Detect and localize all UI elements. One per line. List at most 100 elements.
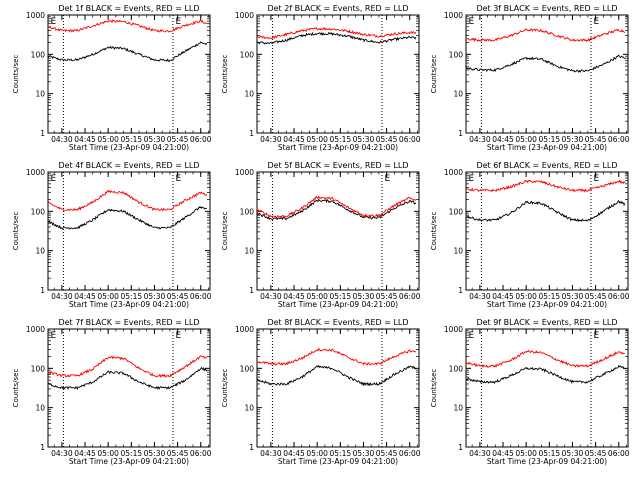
- x-tick-label: 06:00: [399, 135, 421, 144]
- plot-frame: [256, 328, 420, 448]
- x-tick-label: 05:00: [306, 449, 328, 458]
- y-axis-label: Counts/sec: [12, 55, 20, 94]
- x-tick-label: 05:45: [167, 449, 189, 458]
- plot-frame: [465, 171, 629, 291]
- y-tick-label: 1: [40, 286, 45, 295]
- series-lld-line: [257, 195, 417, 219]
- x-axis-label: Start Time (23-Apr-09 04:21:00): [487, 300, 607, 309]
- x-tick-label: 05:30: [562, 135, 584, 144]
- plot-frame: [465, 328, 629, 448]
- y-tick-label: 100: [449, 207, 464, 216]
- x-axis-label: Start Time (23-Apr-09 04:21:00): [278, 457, 398, 466]
- y-tick-label: 10: [35, 247, 45, 256]
- series-lld-line: [48, 19, 208, 33]
- panel-title: Det 4f BLACK = Events, RED = LLD: [58, 161, 199, 170]
- panel-6: Det 6f BLACK = Events, RED = LLD 1 10 100 10…: [430, 161, 630, 309]
- plot-frame: [256, 171, 420, 291]
- y-tick-label: 100: [31, 50, 46, 59]
- event-marker-label: E: [469, 174, 475, 184]
- x-tick-label: 05:00: [515, 292, 537, 301]
- y-axis-label: Counts/sec: [12, 369, 20, 408]
- x-tick-label: 05:30: [353, 449, 375, 458]
- x-tick-label: 04:45: [283, 292, 305, 301]
- event-marker-label: E: [176, 331, 182, 341]
- y-tick-label: 1000: [26, 11, 45, 20]
- series-lld-line: [466, 179, 626, 193]
- panel-title: Det 5f BLACK = Events, RED = LLD: [267, 161, 408, 170]
- panel-title: Det 6f BLACK = Events, RED = LLD: [476, 161, 617, 170]
- panel-2: Det 2f BLACK = Events, RED = LLD 1 10 100 10…: [221, 4, 421, 152]
- x-tick-label: 04:45: [283, 449, 305, 458]
- plot-frame: [47, 171, 211, 291]
- event-marker-label: E: [594, 17, 600, 27]
- series-lld-line: [466, 28, 626, 43]
- x-tick-label: 06:00: [190, 449, 212, 458]
- x-tick-label: 06:00: [399, 292, 421, 301]
- event-marker-label: E: [469, 331, 475, 341]
- x-tick-label: 06:00: [608, 292, 630, 301]
- series-events-line: [48, 41, 208, 63]
- panel-title: Det 8f BLACK = Events, RED = LLD: [267, 318, 408, 327]
- x-tick-label: 05:15: [330, 292, 352, 301]
- x-tick-label: 05:15: [121, 292, 143, 301]
- x-tick-label: 04:45: [74, 449, 96, 458]
- y-tick-label: 1: [40, 129, 45, 138]
- series-lld-line: [48, 190, 208, 212]
- y-tick-label: 10: [453, 404, 463, 413]
- x-tick-label: 05:15: [539, 292, 561, 301]
- y-axis-label: Counts/sec: [12, 212, 20, 251]
- y-tick-label: 100: [31, 207, 46, 216]
- y-tick-label: 100: [240, 207, 255, 216]
- x-tick-label: 05:15: [121, 135, 143, 144]
- x-tick-label: 04:45: [74, 135, 96, 144]
- plot-frame: [47, 328, 211, 448]
- panel-9: Det 9f BLACK = Events, RED = LLD 1 10 100 10…: [430, 318, 630, 466]
- y-axis-label: Counts/sec: [430, 369, 438, 408]
- x-tick-label: 04:30: [469, 135, 491, 144]
- x-tick-label: 05:15: [539, 449, 561, 458]
- y-axis-label: Counts/sec: [221, 55, 229, 94]
- series-lld-line: [466, 349, 626, 369]
- x-axis-label: Start Time (23-Apr-09 04:21:00): [487, 457, 607, 466]
- x-tick-label: 05:45: [376, 135, 398, 144]
- x-tick-label: 04:30: [51, 135, 73, 144]
- y-tick-label: 10: [453, 247, 463, 256]
- y-tick-label: 1000: [235, 325, 254, 334]
- y-tick-label: 1: [458, 443, 463, 452]
- y-tick-label: 10: [35, 90, 45, 99]
- y-tick-label: 10: [244, 247, 254, 256]
- panel-1: Det 1f BLACK = Events, RED = LLD 1 10 100 10…: [12, 4, 212, 152]
- series-events-line: [466, 54, 626, 73]
- x-tick-label: 05:15: [121, 449, 143, 458]
- x-tick-label: 05:45: [376, 292, 398, 301]
- x-axis-label: Start Time (23-Apr-09 04:21:00): [487, 143, 607, 152]
- y-tick-label: 100: [31, 364, 46, 373]
- x-axis-label: Start Time (23-Apr-09 04:21:00): [278, 300, 398, 309]
- series-events-line: [48, 366, 208, 390]
- y-tick-label: 100: [449, 50, 464, 59]
- x-tick-label: 04:45: [283, 135, 305, 144]
- plot-frame: [465, 14, 629, 134]
- x-tick-label: 05:45: [585, 292, 607, 301]
- panel-8: Det 8f BLACK = Events, RED = LLD 1 10 100 10…: [221, 318, 421, 466]
- panel-title: Det 2f BLACK = Events, RED = LLD: [267, 4, 408, 13]
- x-tick-label: 04:30: [51, 292, 73, 301]
- x-axis-label: Start Time (23-Apr-09 04:21:00): [278, 143, 398, 152]
- event-marker-label: E: [51, 17, 57, 27]
- x-tick-label: 05:30: [353, 292, 375, 301]
- series-events-line: [466, 364, 626, 385]
- x-tick-label: 04:30: [260, 135, 282, 144]
- x-tick-label: 05:00: [97, 135, 119, 144]
- y-tick-label: 10: [453, 90, 463, 99]
- panel-title: Det 1f BLACK = Events, RED = LLD: [58, 4, 199, 13]
- x-axis-label: Start Time (23-Apr-09 04:21:00): [69, 457, 189, 466]
- y-tick-label: 1000: [444, 325, 463, 334]
- x-tick-label: 04:45: [492, 292, 514, 301]
- x-tick-label: 06:00: [608, 449, 630, 458]
- y-tick-label: 1000: [444, 11, 463, 20]
- x-tick-label: 04:30: [260, 449, 282, 458]
- x-tick-label: 05:30: [144, 292, 166, 301]
- panel-title: Det 3f BLACK = Events, RED = LLD: [476, 4, 617, 13]
- x-tick-label: 05:15: [330, 135, 352, 144]
- x-tick-label: 04:30: [260, 292, 282, 301]
